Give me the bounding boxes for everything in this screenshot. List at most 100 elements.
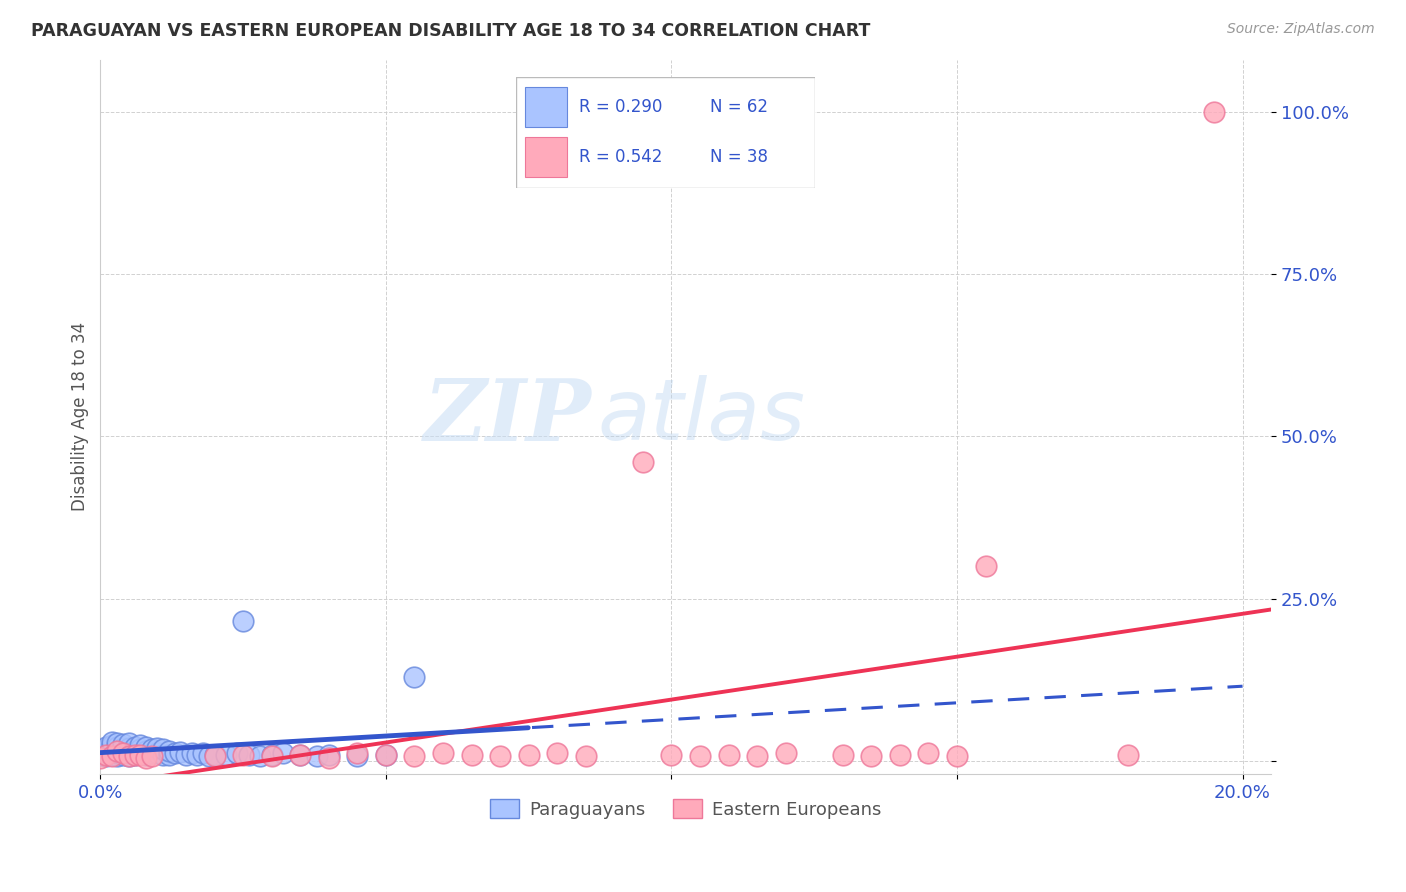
Point <box>546 747 568 761</box>
Point <box>94 747 117 762</box>
Point <box>124 739 146 754</box>
Point <box>1202 104 1225 119</box>
Point <box>517 747 540 762</box>
Point <box>290 747 312 762</box>
Point <box>860 748 883 763</box>
Point <box>374 747 396 762</box>
Point <box>94 747 117 761</box>
Point <box>152 742 174 756</box>
Point <box>186 747 208 762</box>
Point <box>152 747 174 762</box>
Point <box>89 747 111 762</box>
Point <box>100 738 122 752</box>
Point <box>118 748 141 763</box>
Point <box>689 748 711 763</box>
Text: Source: ZipAtlas.com: Source: ZipAtlas.com <box>1227 22 1375 37</box>
Point <box>271 747 294 761</box>
Point <box>146 747 169 761</box>
Point <box>191 747 214 761</box>
Point <box>107 744 129 758</box>
Point <box>112 747 135 762</box>
Point <box>346 747 368 761</box>
Point <box>260 747 283 762</box>
Point <box>575 748 598 763</box>
Point <box>94 748 117 763</box>
Point <box>232 747 254 762</box>
Point <box>157 747 180 762</box>
Point <box>100 747 122 762</box>
Point <box>112 745 135 759</box>
Legend: Paraguayans, Eastern Europeans: Paraguayans, Eastern Europeans <box>482 792 889 826</box>
Point <box>163 747 186 761</box>
Point <box>204 748 226 763</box>
Point <box>112 737 135 751</box>
Point <box>404 748 426 763</box>
Point <box>100 748 122 763</box>
Point <box>946 748 969 763</box>
Text: ZIP: ZIP <box>425 376 592 458</box>
Point <box>374 747 396 762</box>
Point <box>290 747 312 762</box>
Point <box>135 747 157 762</box>
Point <box>118 748 141 763</box>
Point <box>917 747 939 761</box>
Point <box>169 745 191 759</box>
Point <box>717 747 740 762</box>
Point <box>107 739 129 754</box>
Text: atlas: atlas <box>598 376 806 458</box>
Point <box>460 747 482 762</box>
Point <box>146 741 169 756</box>
Point <box>631 455 654 469</box>
Point <box>346 748 368 763</box>
Point <box>112 741 135 756</box>
Point <box>89 751 111 765</box>
Point <box>124 744 146 758</box>
Y-axis label: Disability Age 18 to 34: Disability Age 18 to 34 <box>72 322 89 511</box>
Point <box>107 748 129 763</box>
Point <box>107 744 129 758</box>
Point <box>889 747 911 762</box>
Point <box>745 748 768 763</box>
Point <box>107 747 129 761</box>
Point <box>141 747 163 761</box>
Point <box>129 742 152 756</box>
Point <box>831 747 853 762</box>
Point <box>226 747 249 761</box>
Point <box>974 559 997 574</box>
Point <box>318 747 340 762</box>
Point <box>489 748 512 763</box>
Point <box>215 747 238 762</box>
Text: PARAGUAYAN VS EASTERN EUROPEAN DISABILITY AGE 18 TO 34 CORRELATION CHART: PARAGUAYAN VS EASTERN EUROPEAN DISABILIT… <box>31 22 870 40</box>
Point <box>180 747 202 761</box>
Point <box>94 739 117 754</box>
Point <box>118 744 141 758</box>
Point <box>260 748 283 763</box>
Point <box>174 747 197 762</box>
Point <box>112 747 135 761</box>
Point <box>1118 747 1140 762</box>
Point <box>118 736 141 750</box>
Point <box>141 748 163 763</box>
Point <box>129 747 152 761</box>
Point <box>249 748 271 763</box>
Point <box>94 742 117 756</box>
Point <box>100 745 122 759</box>
Point <box>135 751 157 765</box>
Point <box>232 615 254 629</box>
Point <box>661 747 683 762</box>
Point <box>307 748 329 763</box>
Point <box>238 747 260 762</box>
Point <box>404 670 426 684</box>
Point <box>124 747 146 762</box>
Point <box>318 751 340 765</box>
Point <box>141 742 163 756</box>
Point <box>100 734 122 748</box>
Point <box>107 736 129 750</box>
Point <box>89 744 111 758</box>
Point <box>129 738 152 752</box>
Point <box>432 747 454 761</box>
Point <box>198 748 221 763</box>
Point <box>775 747 797 761</box>
Point <box>124 747 146 762</box>
Point <box>157 744 180 758</box>
